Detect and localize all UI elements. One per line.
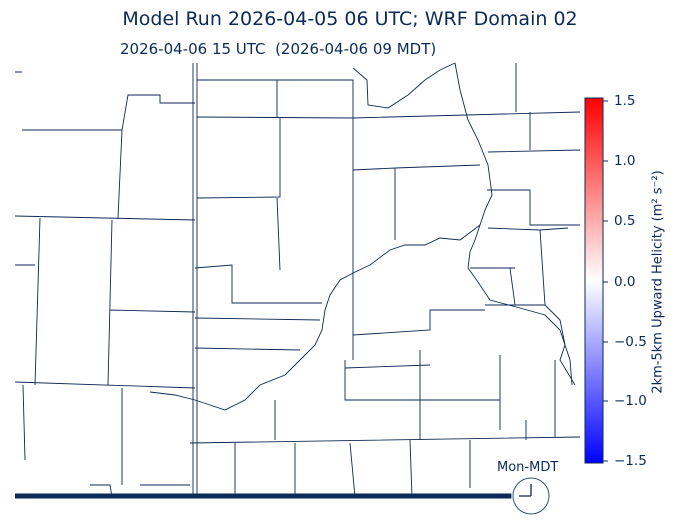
colorbar: [584, 97, 604, 464]
colorbar-label: 2km-5km Upward Helicity (m² s⁻²): [650, 170, 666, 394]
colorbar-tick-label: 0.0: [614, 274, 636, 290]
valid-time: 2026-04-06 15 UTC (2026-04-06 09 MDT): [120, 40, 437, 58]
colorbar-tick-label: 1.5: [614, 93, 636, 109]
colorbar-tick-label: −0.5: [614, 334, 647, 350]
figure-title: Model Run 2026-04-05 06 UTC; WRF Domain …: [122, 8, 578, 30]
county-boundaries: [14, 62, 581, 498]
timezone-label: Mon-MDT: [497, 460, 559, 475]
colorbar-tick-label: −1.0: [614, 393, 647, 409]
colorbar-tick-label: 1.0: [614, 153, 636, 169]
colorbar-ticks: [603, 100, 608, 462]
clock-icon: [512, 477, 550, 515]
colorbar-tick-label: −1.5: [614, 453, 647, 469]
colorbar-tick-label: 0.5: [614, 213, 636, 229]
